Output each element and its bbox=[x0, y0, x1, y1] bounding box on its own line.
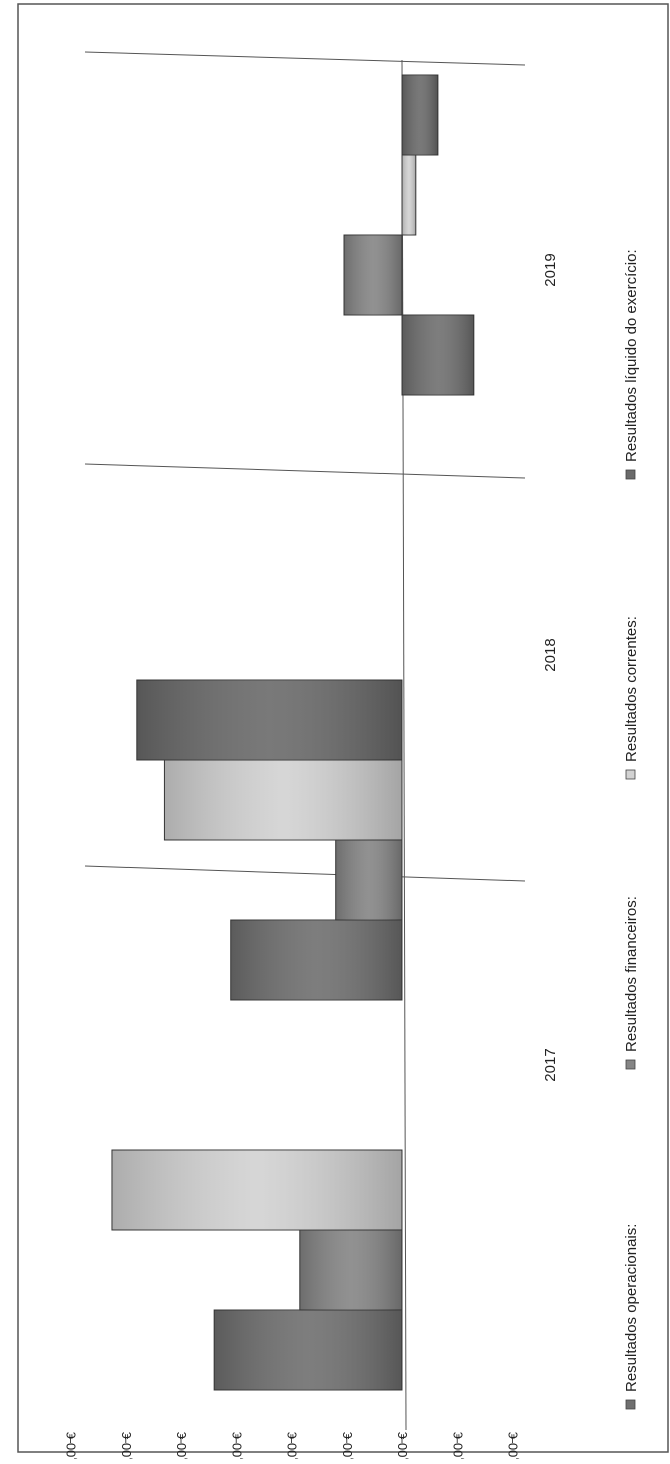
bar-shade bbox=[299, 1230, 402, 1310]
value-tick-label: 1 000 000,00 € bbox=[119, 1431, 134, 1459]
value-tick-label: 600 000,00 € bbox=[229, 1431, 244, 1459]
legend-swatch bbox=[625, 1059, 636, 1070]
legend-label: Resultados financeiros: bbox=[623, 896, 640, 1052]
bar-shade bbox=[214, 1310, 402, 1390]
bar-shade bbox=[111, 1150, 402, 1230]
category-label: 2019 bbox=[542, 253, 559, 286]
value-tick-label: 1 200 000,00 € bbox=[64, 1431, 79, 1459]
value-tick-label: -200 000,00 € bbox=[450, 1431, 465, 1459]
zero-line bbox=[401, 59, 407, 1431]
value-tick-label: 200 000,00 € bbox=[340, 1431, 355, 1459]
value-tick-label: 0,00 € bbox=[395, 1431, 410, 1459]
chart-border bbox=[17, 3, 669, 1453]
bar-shade bbox=[136, 680, 403, 760]
bar-shade bbox=[335, 840, 402, 920]
value-tick-label: -400 000,00 € bbox=[506, 1431, 521, 1459]
value-tick-label: 800 000,00 € bbox=[174, 1431, 189, 1459]
legend-swatch bbox=[625, 469, 636, 480]
bar-shade bbox=[230, 920, 402, 1000]
value-tick-label: 400 000,00 € bbox=[285, 1431, 300, 1459]
bar-shade bbox=[164, 760, 402, 840]
category-label: 2017 bbox=[542, 1048, 559, 1081]
category-separator bbox=[84, 463, 526, 479]
bar-shade bbox=[402, 155, 416, 235]
bar-shade bbox=[402, 75, 438, 155]
category-separator bbox=[84, 51, 526, 66]
category-label: 2018 bbox=[542, 638, 559, 671]
bar-shade bbox=[402, 315, 474, 395]
legend-swatch bbox=[625, 1399, 636, 1410]
legend-label: Resultados líquido do exercício: bbox=[623, 249, 640, 462]
category-separator bbox=[84, 865, 526, 882]
legend-label: Resultados operacionais: bbox=[623, 1224, 640, 1392]
bar-shade bbox=[343, 235, 402, 315]
legend-swatch bbox=[625, 769, 636, 780]
legend-label: Resultados correntes: bbox=[623, 616, 640, 762]
